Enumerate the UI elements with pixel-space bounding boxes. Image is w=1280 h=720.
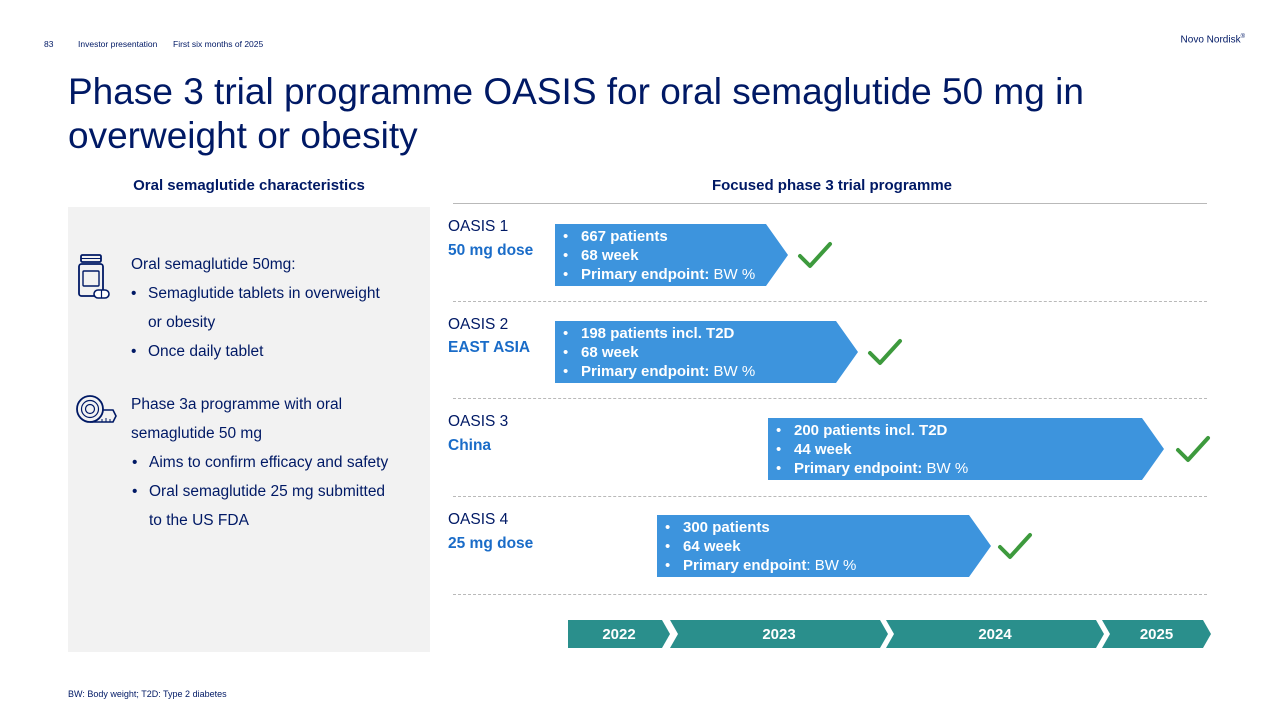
trial-bar-oasis-1: 667 patients 68 week Primary endpoint: B… xyxy=(555,224,788,286)
trial-1-patients: 667 patients xyxy=(563,227,788,246)
timeline-year-2025: 2025 xyxy=(1102,620,1211,648)
trial-name-oasis-4: OASIS 4 xyxy=(448,511,509,528)
block2-bullet-1: • Aims to confirm efficacy and safety xyxy=(132,454,389,471)
check-icon xyxy=(798,242,832,268)
page-title: Phase 3 trial programme OASIS for oral s… xyxy=(68,71,1084,156)
row-divider xyxy=(453,594,1207,595)
timeline-year-2022: 2022 xyxy=(568,620,670,648)
trial-name-oasis-1: OASIS 1 xyxy=(448,218,509,235)
trial-name-oasis-3: OASIS 3 xyxy=(448,413,509,430)
timeline-year-2023: 2023 xyxy=(670,620,888,648)
left-section-heading: Oral semaglutide characteristics xyxy=(133,177,365,194)
trial-4-endpoint: Primary endpoint: BW % xyxy=(665,556,991,575)
trial-sub-oasis-2: EAST ASIA xyxy=(448,339,531,356)
block2-title-line2: semaglutide 50 mg xyxy=(131,425,262,442)
brand-name: Novo Nordisk® xyxy=(1180,34,1245,46)
trial-sub-oasis-1: 50 mg dose xyxy=(448,242,534,259)
page-number: 83 xyxy=(44,39,54,49)
check-icon xyxy=(1176,436,1210,462)
trial-3-duration: 44 week xyxy=(776,440,1164,459)
measuring-tape-icon xyxy=(76,395,117,423)
block1-title: Oral semaglutide 50mg: xyxy=(131,256,296,273)
trial-4-duration: 64 week xyxy=(665,537,991,556)
trial-1-endpoint: Primary endpoint: BW % xyxy=(563,265,788,284)
check-icon xyxy=(868,339,902,365)
pill-bottle-icon xyxy=(78,254,110,299)
trial-3-endpoint: Primary endpoint: BW % xyxy=(776,459,1164,478)
trial-bar-oasis-2: 198 patients incl. T2D 68 week Primary e… xyxy=(555,321,858,383)
trial-name-oasis-2: OASIS 2 xyxy=(448,316,509,333)
row-divider xyxy=(453,301,1207,302)
block2-bullet-2: • Oral semaglutide 25 mg submitted xyxy=(132,483,386,500)
trial-bar-oasis-4: 300 patients 64 week Primary endpoint: B… xyxy=(657,515,991,577)
trial-2-patients: 198 patients incl. T2D xyxy=(563,324,858,343)
row-divider xyxy=(453,496,1207,497)
trial-4-patients: 300 patients xyxy=(665,518,991,537)
presentation-label: Investor presentation xyxy=(78,39,158,49)
timeline-year-2024: 2024 xyxy=(886,620,1104,648)
trial-sub-oasis-3: China xyxy=(448,437,492,454)
heading-divider xyxy=(453,203,1207,204)
block1-bullet-1: • Semaglutide tablets in overweight xyxy=(131,285,380,302)
footnote: BW: Body weight; T2D: Type 2 diabetes xyxy=(68,689,227,699)
trial-3-patients: 200 patients incl. T2D xyxy=(776,421,1164,440)
trial-1-duration: 68 week xyxy=(563,246,788,265)
characteristics-panel xyxy=(68,207,430,652)
block1-bullet-1-cont: or obesity xyxy=(148,314,216,331)
trial-2-endpoint: Primary endpoint: BW % xyxy=(563,362,858,381)
row-divider xyxy=(453,398,1207,399)
trial-sub-oasis-4: 25 mg dose xyxy=(448,535,534,552)
block1-bullet-2: • Once daily tablet xyxy=(131,343,264,360)
check-icon xyxy=(998,533,1032,559)
block2-bullet-2-cont: to the US FDA xyxy=(149,512,249,529)
trial-2-duration: 68 week xyxy=(563,343,858,362)
period-label: First six months of 2025 xyxy=(173,39,264,49)
trial-bar-oasis-3: 200 patients incl. T2D 44 week Primary e… xyxy=(768,418,1164,480)
block2-title-line1: Phase 3a programme with oral xyxy=(131,396,343,413)
right-section-heading: Focused phase 3 trial programme xyxy=(711,177,953,194)
